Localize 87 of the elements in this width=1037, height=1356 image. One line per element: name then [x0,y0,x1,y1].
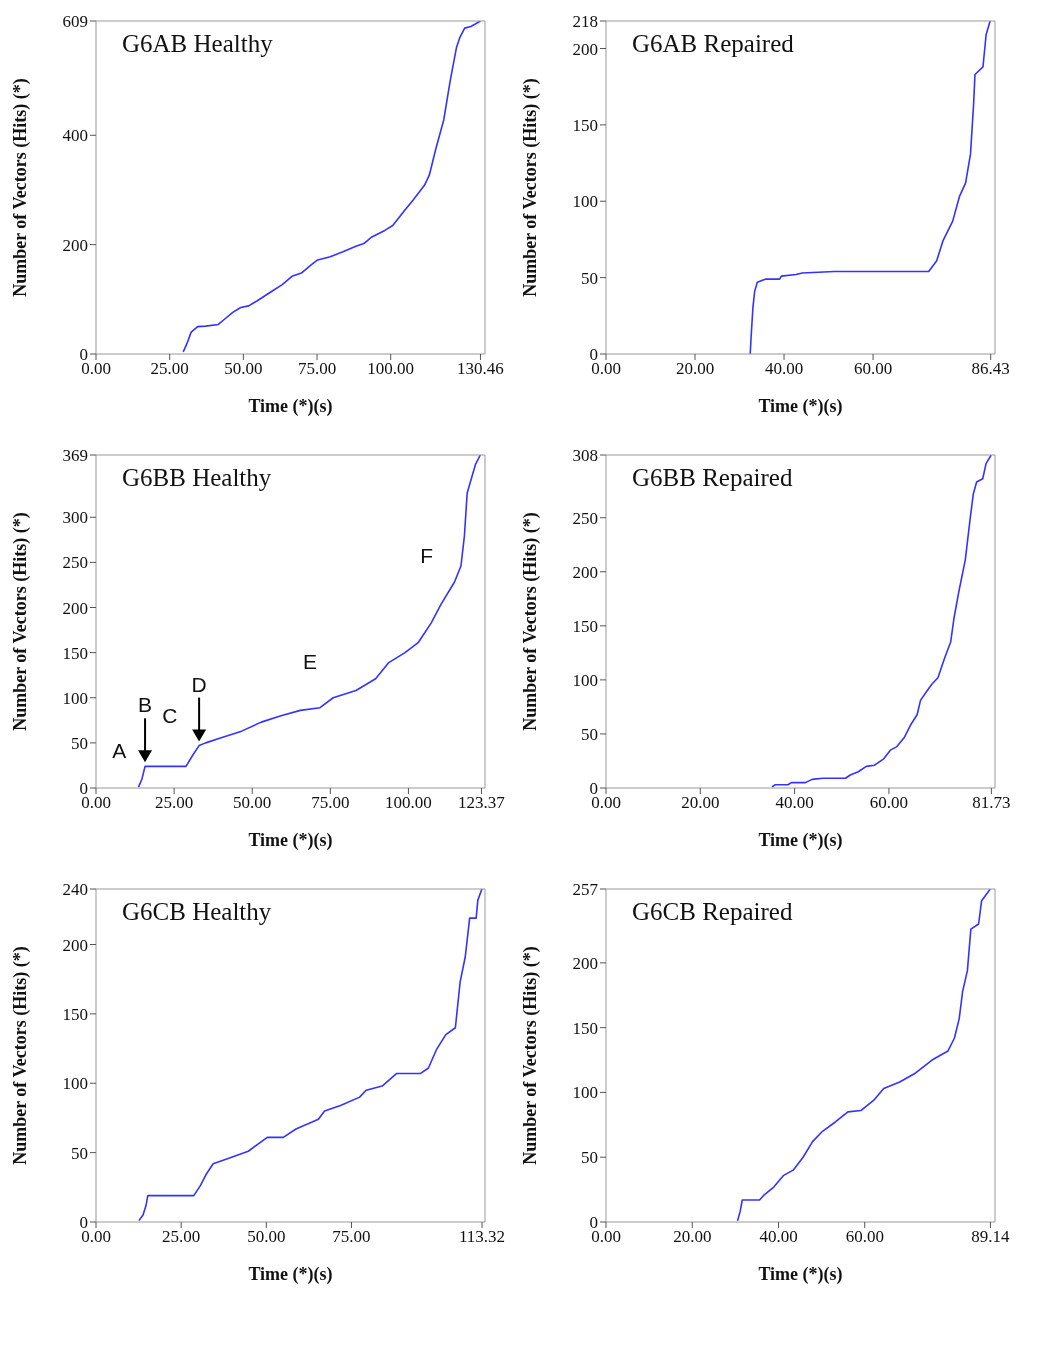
x-tick-label: 25.00 [150,359,189,379]
x-axis-title: Time (*)(s) [758,1264,843,1285]
y-tick-label: 150 [572,115,598,135]
y-axis-title: Number of Vectors (Hits) (*) [520,946,542,1165]
y-tick-label: 200 [62,935,88,955]
x-tick-label: 0.00 [81,1227,111,1247]
x-axis-title: Time (*)(s) [248,1264,333,1285]
y-axis-title: Number of Vectors (Hits) (*) [10,512,32,731]
y-tick-label: 50 [581,724,598,744]
y-tick-label: 50 [71,733,88,753]
y-tick-label: 100 [62,688,88,708]
y-tick-label: 257 [572,880,599,900]
x-axis-title: Time (*)(s) [248,396,333,417]
x-tick-label: 60.00 [853,359,893,379]
x-tick-label: 86.43 [971,359,1010,379]
chart-title: G6BB Healthy [122,464,272,492]
y-tick-label: 100 [572,1083,598,1103]
x-tick-label: 50.00 [233,793,272,813]
annotation: A [112,738,127,762]
chart-title: G6CB Healthy [122,898,272,926]
y-tick-label: 50 [581,1148,598,1168]
chart-title: G6CB Repaired [632,898,793,926]
y-tick-label: 200 [572,562,598,582]
y-axis-title: Number of Vectors (Hits) (*) [10,946,32,1165]
chart-title: G6AB Repaired [632,30,794,58]
annotation: E [302,649,317,673]
y-tick-label: 250 [572,508,598,528]
y-tick-label: 200 [572,39,598,59]
x-tick-label: 40.00 [775,793,814,813]
y-axis-title: Number of Vectors (Hits) (*) [520,512,542,731]
annotation: F [420,543,434,567]
x-tick-label: 40.00 [759,1227,798,1247]
y-tick-label: 150 [62,1004,88,1024]
y-tick-label: 150 [572,1018,598,1038]
x-tick-label: 113.32 [458,1227,506,1247]
x-tick-label: 100.00 [367,359,415,379]
x-tick-label: 60.00 [845,1227,884,1247]
y-tick-label: 250 [62,553,88,573]
x-tick-label: 60.00 [869,793,909,813]
chart-title: G6AB Healthy [122,30,273,58]
x-tick-label: 75.00 [297,359,337,379]
y-tick-label: 100 [62,1074,88,1094]
y-tick-label: 308 [572,446,598,466]
y-tick-label: 240 [62,880,88,900]
y-tick-label: 200 [62,235,88,255]
x-tick-label: 89.14 [971,1227,1011,1247]
y-tick-label: 609 [62,12,88,32]
y-tick-label: 400 [62,126,88,146]
y-tick-label: 100 [572,192,598,212]
x-tick-label: 40.00 [764,359,804,379]
y-tick-label: 50 [71,1143,88,1163]
chart-title: G6BB Repaired [632,464,793,492]
x-tick-label: 123.37 [458,793,506,813]
x-tick-label: 0.00 [81,793,111,813]
x-tick-label: 50.00 [247,1227,286,1247]
y-tick-label: 100 [572,670,598,690]
annotation: D [191,672,207,696]
x-tick-label: 130.46 [457,359,504,379]
annotation: C [162,703,178,727]
y-axis-title: Number of Vectors (Hits) (*) [10,78,32,297]
x-tick-label: 0.00 [591,793,621,813]
y-tick-label: 150 [62,643,88,663]
x-tick-label: 75.00 [311,793,350,813]
x-tick-label: 100.00 [385,793,432,813]
x-axis-title: Time (*)(s) [758,396,843,417]
x-tick-label: 75.00 [332,1227,371,1247]
y-tick-label: 300 [62,508,88,528]
y-tick-label: 218 [572,12,598,32]
y-tick-label: 369 [62,446,88,466]
annotation: B [138,693,153,717]
y-tick-label: 200 [62,598,88,618]
x-tick-label: 20.00 [681,793,720,813]
y-tick-label: 50 [581,268,598,288]
x-tick-label: 0.00 [591,1227,621,1247]
x-tick-label: 25.00 [162,1227,201,1247]
x-tick-label: 20.00 [675,359,715,379]
x-tick-label: 20.00 [673,1227,712,1247]
x-tick-label: 0.00 [81,359,111,379]
x-tick-label: 81.73 [972,793,1011,813]
x-tick-label: 25.00 [154,793,194,813]
x-tick-label: 0.00 [591,359,621,379]
x-axis-title: Time (*)(s) [758,830,843,851]
y-axis-title: Number of Vectors (Hits) (*) [520,78,542,297]
y-tick-label: 200 [572,953,598,973]
y-tick-label: 150 [572,616,598,636]
x-tick-label: 50.00 [224,359,263,379]
x-axis-title: Time (*)(s) [248,830,333,851]
